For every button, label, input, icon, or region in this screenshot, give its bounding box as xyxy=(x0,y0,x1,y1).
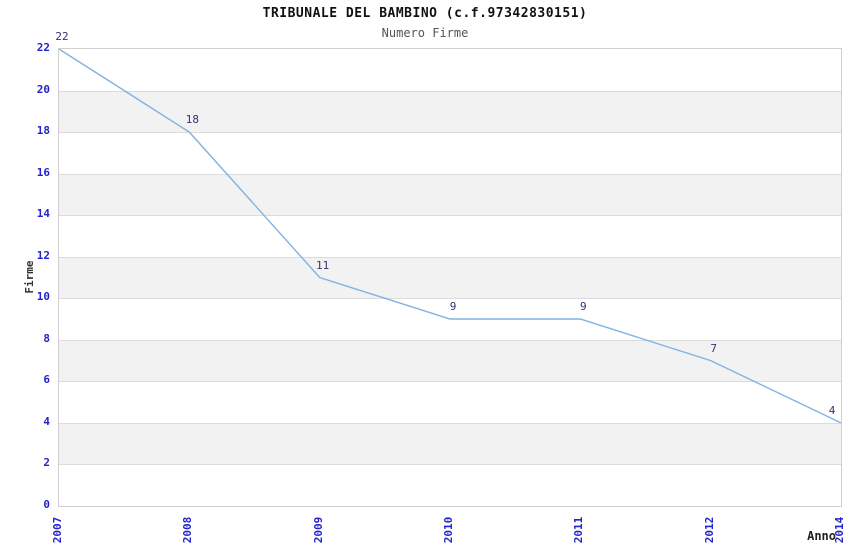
chart-subtitle: Numero Firme xyxy=(381,26,469,40)
background-band xyxy=(59,381,841,423)
grid-line xyxy=(59,132,841,133)
x-tick-label: 2010 xyxy=(442,516,455,544)
background-band xyxy=(59,173,841,216)
background-band xyxy=(59,132,841,174)
point-label: 11 xyxy=(316,258,330,272)
grid-line xyxy=(59,174,841,175)
x-tick-label: 2012 xyxy=(702,516,716,544)
y-tick-label: 22 xyxy=(36,41,50,54)
y-tick-label: 16 xyxy=(36,165,50,179)
point-label: 18 xyxy=(185,113,199,127)
grid-line xyxy=(59,423,841,424)
x-tick-label: 2009 xyxy=(311,516,325,544)
point-label: 22 xyxy=(55,30,69,43)
grid-line xyxy=(59,464,841,465)
point-label: 7 xyxy=(710,341,717,355)
y-tick-label: 10 xyxy=(36,290,50,304)
background-band xyxy=(59,49,841,91)
x-tick-label: 2008 xyxy=(181,516,195,544)
x-tick-label: 2011 xyxy=(572,516,586,544)
grid-line xyxy=(59,381,841,382)
background-band xyxy=(59,464,841,506)
y-tick-label: 8 xyxy=(43,331,50,345)
y-tick-label: 18 xyxy=(36,124,50,138)
y-tick-label: 14 xyxy=(36,207,50,221)
point-label: 9 xyxy=(580,300,587,314)
background-band xyxy=(59,422,841,465)
background-band xyxy=(59,256,841,299)
chart-title: TRIBUNALE DEL BAMBINO (c.f.97342830151) xyxy=(262,6,588,21)
point-label: 9 xyxy=(449,300,457,314)
grid-line xyxy=(59,215,841,216)
x-axis-title: Anno xyxy=(807,529,836,543)
y-tick-label: 6 xyxy=(43,373,50,387)
background-band xyxy=(59,215,841,257)
y-tick-label: 0 xyxy=(43,498,50,511)
grid-line xyxy=(59,91,841,92)
grid-line xyxy=(59,340,841,341)
y-tick-label: 4 xyxy=(43,414,50,428)
series-svg xyxy=(59,49,841,424)
y-tick-label: 12 xyxy=(36,248,50,262)
x-tick-label: 2007 xyxy=(51,516,64,544)
point-label: 4 xyxy=(828,403,836,417)
y-tick-label: 2 xyxy=(43,456,50,470)
background-band xyxy=(59,90,841,133)
grid-line xyxy=(59,257,841,258)
y-tick-label: 20 xyxy=(36,82,50,96)
grid-line xyxy=(59,298,841,299)
series-line xyxy=(59,49,841,424)
plot-area xyxy=(58,48,842,507)
